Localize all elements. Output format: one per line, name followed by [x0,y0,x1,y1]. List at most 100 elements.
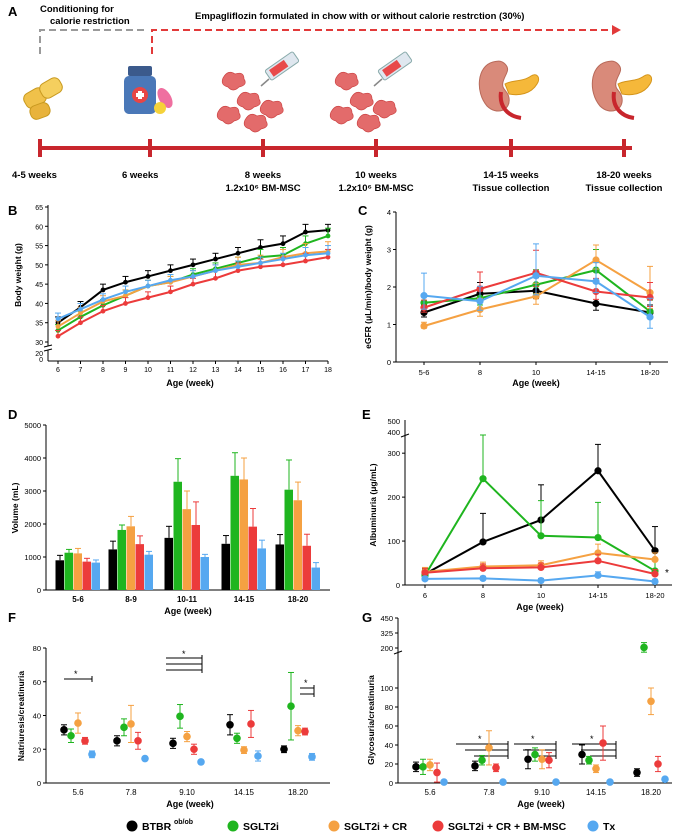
series-btbr [55,223,331,326]
x-tick-label: 10 [537,591,545,600]
x-axis-title: Age (week) [517,799,565,809]
data-point [308,753,316,761]
x-tick-label: 14-15 [234,595,255,604]
y-tick-label: 100 [387,537,400,546]
legend-superscript: ob/ob [174,819,193,826]
legend-item-tx: Tx [587,820,615,833]
bar [108,549,117,590]
legend-marker [587,820,599,832]
bar [82,561,91,590]
data-point [433,768,441,777]
timepoint-label: 18-20 weeks [596,170,651,181]
bar [173,481,182,590]
bar [117,529,126,590]
y-tick-label: 200 [380,644,393,653]
data-point [247,720,255,728]
data-point [123,293,128,299]
bar [230,475,239,590]
y-tick-label: 0 [389,779,393,788]
data-point [599,739,607,747]
timepoint-sublabel: 1.2x10⁶ BM-MSC [225,183,300,194]
data-point [479,475,487,483]
data-point [485,744,493,752]
data-point [592,277,600,285]
bar [239,479,248,590]
legend-marker [432,820,444,832]
data-point [235,264,241,270]
y-tick-label: 80 [33,644,41,653]
timepoint-label: 14-15 weeks [483,170,538,181]
y-tick-label: 0 [387,358,391,367]
timepoint-label: 6 weeks [122,170,158,181]
data-point [280,256,286,262]
series-tx [440,775,669,786]
cells-syringe-icon [329,51,413,133]
timepoint-sublabel: Tissue collection [586,183,663,194]
data-point [412,763,420,771]
data-point [145,295,151,301]
series-sglt2i [64,452,293,590]
kidney-icon [591,60,653,120]
series-sglt2i [419,642,648,775]
arrowhead-icon [612,25,621,35]
bar [284,489,293,590]
empagliflozin-dashed-arrow [151,29,612,54]
x-tick-label: 10 [144,367,152,374]
data-point [532,272,540,280]
data-point [325,254,331,260]
data-point [169,739,177,748]
bar [182,509,191,590]
y-tick-label: 35 [35,321,43,328]
data-point [254,752,262,760]
data-point [168,289,173,295]
y-tick-label: 30 [35,340,43,347]
data-point [280,262,286,268]
data-point [88,750,96,759]
x-tick-label: 10 [532,368,540,377]
panel-letter: D [8,407,17,422]
y-tick-label: 325 [380,629,393,638]
series-btbr [412,744,641,777]
data-point [646,313,654,321]
data-point [537,577,545,585]
x-tick-label: 5-6 [419,368,430,377]
data-point [661,775,669,783]
data-point [100,297,106,302]
data-point [421,569,429,577]
legend-label: SGLT2i + CR [344,821,408,833]
series-cr [426,687,655,774]
data-point [479,538,487,546]
data-point [197,758,205,766]
data-point [55,316,61,322]
data-point [78,320,83,326]
data-point [478,756,486,764]
y-axis-title: Natriuresis/creatinuria [16,671,26,762]
data-point [325,250,331,256]
cells-syringe-icon [216,51,300,133]
data-point [640,643,648,652]
y-tick-label: 80 [385,703,393,712]
y-tick-label: 40 [35,301,43,308]
panel-a-timeline: A Conditioning for calorie restriction E… [8,4,663,194]
y-tick-label: 60 [35,224,43,231]
data-point [168,277,173,283]
series-sglt2i [67,671,295,744]
y-tick-label: 0 [37,779,41,788]
data-point [190,281,196,287]
legend: BTBR ob/ob SGLT2i SGLT2i + CR SGLT2i + CR + … [126,819,615,833]
series-msc [55,248,331,339]
data-point [134,737,142,745]
legend-marker [227,820,239,832]
x-tick-label: 8 [481,591,485,600]
sig-star: * [74,669,78,679]
x-tick-label: 18-20 [640,368,659,377]
timepoint-sublabel: Tissue collection [473,183,550,194]
x-axis-title: Age (week) [512,378,560,388]
data-point [176,712,184,721]
y-tick-label: 20 [35,351,43,358]
data-point [538,755,546,764]
data-point [606,778,614,786]
bar [135,544,144,590]
